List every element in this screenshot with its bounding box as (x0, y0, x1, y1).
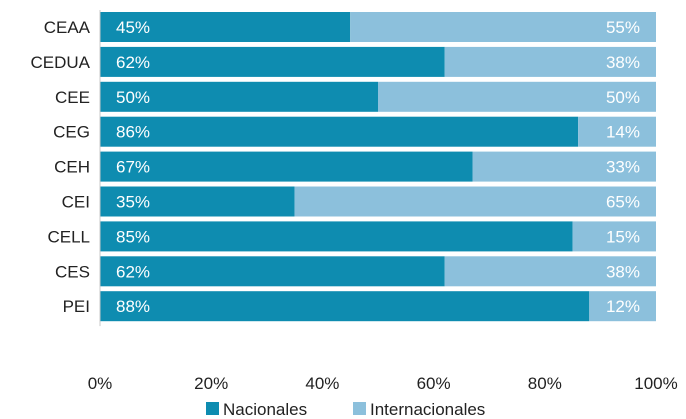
bar-label-nacionales-ces: 62% (116, 262, 150, 281)
bar-nacionales-cedua (100, 46, 445, 77)
bar-label-nacionales-ceaa: 45% (116, 18, 150, 37)
bar-nacionales-ceaa (100, 12, 351, 42)
category-label-ceg: CEG (53, 123, 90, 142)
legend-label-internacionales: Internacionales (370, 400, 485, 419)
legend-swatch-internacionales (353, 402, 366, 415)
x-tick-label-100: 100% (634, 374, 677, 393)
bar-label-internacionales-cedua: 38% (606, 53, 640, 72)
legend: Nacionales Internacionales (206, 400, 485, 419)
category-label-cei: CEI (62, 193, 90, 212)
category-label-cedua: CEDUA (30, 53, 90, 72)
bar-internacionales-ceaa (350, 12, 656, 42)
bar-internacionales-ces (444, 256, 656, 287)
bar-internacionales-cei (294, 186, 656, 217)
legend-swatch-nacionales (206, 402, 219, 415)
bar-label-nacionales-ceh: 67% (116, 158, 150, 177)
bar-internacionales-pei (589, 291, 656, 322)
bar-label-nacionales-cei: 35% (116, 193, 150, 212)
bar-label-internacionales-cell: 15% (606, 227, 640, 246)
bar-label-nacionales-pei: 88% (116, 297, 150, 316)
bar-label-internacionales-ces: 38% (606, 262, 640, 281)
bar-internacionales-cee (378, 81, 656, 112)
x-axis-ticks: 0% 20% 40% 60% 80% 100% (88, 10, 678, 393)
bar-internacionales-cell (572, 221, 656, 252)
bar-label-nacionales-cell: 85% (116, 227, 150, 246)
bar-nacionales-ceg (100, 116, 579, 147)
bar-internacionales-cedua (444, 46, 656, 77)
x-tick-label-80: 80% (528, 374, 562, 393)
bars-group: 45% 55% 62% 38% 50% 50% 86% 14% 67% 33% 35% 65% 85% 1… (100, 12, 656, 322)
category-labels: CEAA CEDUA CEE CEG CEH CEI CELL CES PEI (30, 18, 90, 316)
bar-label-internacionales-cei: 65% (606, 193, 640, 212)
x-tick-label-20: 20% (194, 374, 228, 393)
bar-label-internacionales-ceaa: 55% (606, 18, 640, 37)
legend-label-nacionales: Nacionales (223, 400, 307, 419)
category-label-ces: CES (55, 262, 90, 281)
bar-label-internacionales-cee: 50% (606, 88, 640, 107)
x-tick-label-0: 0% (88, 374, 113, 393)
bar-nacionales-pei (100, 291, 590, 322)
bar-nacionales-ceh (100, 151, 473, 182)
category-label-cee: CEE (55, 88, 90, 107)
x-tick-label-40: 40% (305, 374, 339, 393)
category-label-ceaa: CEAA (44, 18, 91, 37)
x-tick-label-60: 60% (417, 374, 451, 393)
bar-label-nacionales-cee: 50% (116, 88, 150, 107)
category-label-ceh: CEH (54, 158, 90, 177)
bar-nacionales-cee (100, 81, 378, 112)
bar-nacionales-cei (100, 186, 295, 217)
bar-internacionales-ceh (472, 151, 656, 182)
bar-label-internacionales-ceg: 14% (606, 123, 640, 142)
bar-label-internacionales-ceh: 33% (606, 158, 640, 177)
bar-label-nacionales-cedua: 62% (116, 53, 150, 72)
bar-label-internacionales-pei: 12% (606, 297, 640, 316)
bar-internacionales-ceg (578, 116, 656, 147)
category-label-pei: PEI (63, 297, 90, 316)
category-label-cell: CELL (47, 227, 90, 246)
bar-label-nacionales-ceg: 86% (116, 123, 150, 142)
bar-nacionales-cell (100, 221, 573, 252)
bar-nacionales-ces (100, 256, 445, 287)
